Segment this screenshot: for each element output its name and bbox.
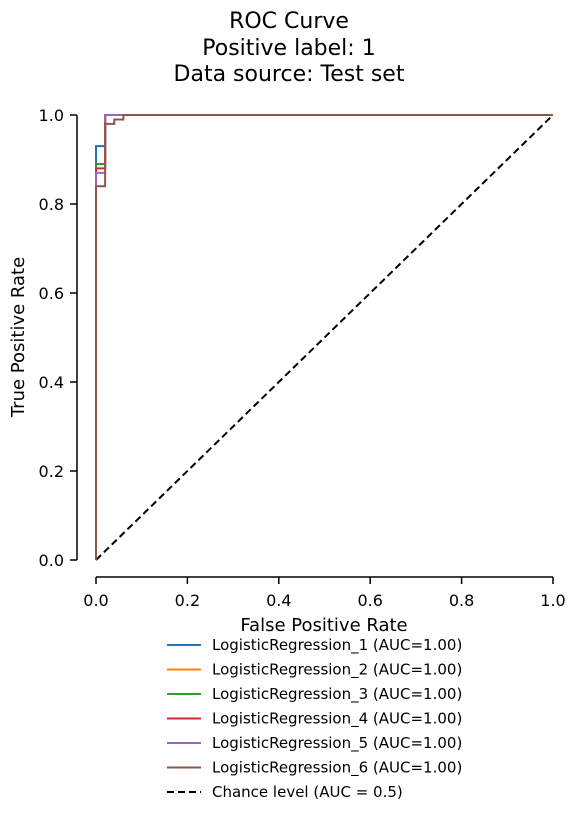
y-tick-label: 0.0: [39, 551, 64, 570]
legend-label: LogisticRegression_2 (AUC=1.00): [212, 661, 462, 680]
x-tick-label: 1.0: [540, 591, 565, 610]
y-tick-label: 1.0: [39, 106, 64, 125]
x-tick-label: 0.2: [175, 591, 200, 610]
plot-area: [95, 114, 554, 561]
legend-label: LogisticRegression_3 (AUC=1.00): [212, 685, 462, 704]
title-line-1: ROC Curve: [229, 9, 349, 34]
x-tick-label: 0.0: [83, 591, 108, 610]
y-tick-group: 0.0 0.2 0.4 0.6 0.8 1.0: [39, 106, 77, 570]
legend-label: LogisticRegression_4 (AUC=1.00): [212, 710, 462, 729]
chance-level-line: [95, 114, 554, 561]
x-axis-label: False Positive Rate: [240, 615, 407, 636]
legend-label: LogisticRegression_5 (AUC=1.00): [212, 734, 462, 753]
y-tick-label: 0.4: [39, 373, 64, 392]
legend-label: Chance level (AUC = 0.5): [212, 783, 403, 801]
title-line-2: Positive label: 1: [202, 36, 375, 61]
y-tick-label: 0.2: [39, 462, 64, 481]
y-axis: 0.0 0.2 0.4 0.6 0.8 1.0 True Positive Rate: [8, 106, 78, 570]
chart-title: ROC Curve Positive label: 1 Data source:…: [174, 9, 405, 87]
roc-curve-6: [95, 114, 553, 560]
y-tick-label: 0.6: [39, 284, 64, 303]
x-tick-label: 0.8: [449, 591, 474, 610]
y-axis-label: True Positive Rate: [8, 257, 29, 418]
y-tick-label: 0.8: [39, 195, 64, 214]
x-axis: 0.0 0.2 0.4 0.6 0.8 1.0 False Positive Rate: [83, 576, 566, 636]
legend-label: LogisticRegression_1 (AUC=1.00): [212, 636, 462, 655]
title-line-3: Data source: Test set: [174, 62, 405, 87]
legend-label: LogisticRegression_6 (AUC=1.00): [212, 759, 462, 778]
x-tick-label: 0.4: [266, 591, 291, 610]
x-tick-label: 0.6: [357, 591, 382, 610]
legend: LogisticRegression_1 (AUC=1.00) LogisticR…: [167, 636, 462, 801]
x-tick-group: 0.0 0.2 0.4 0.6 0.8 1.0: [83, 577, 566, 610]
